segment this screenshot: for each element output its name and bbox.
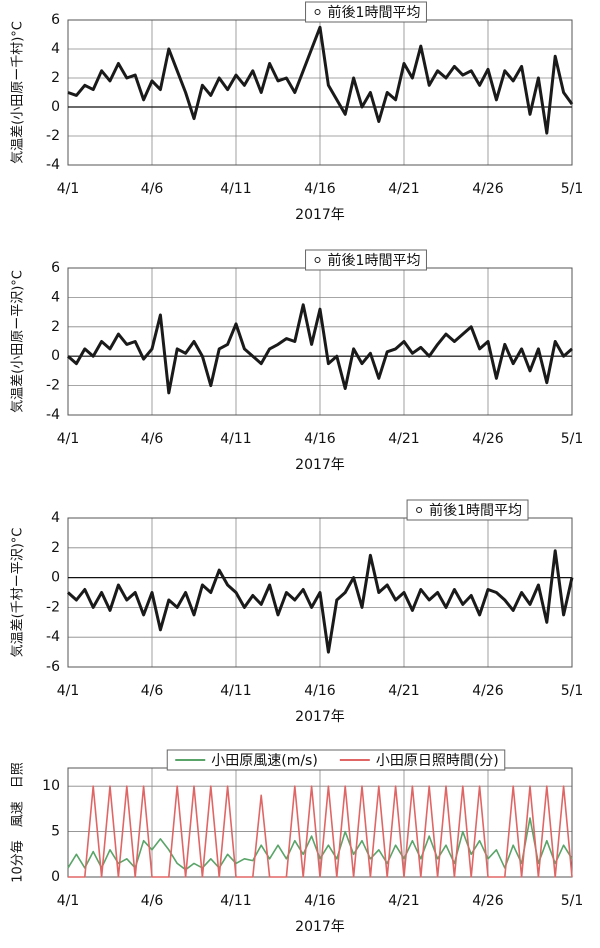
x-tick-label: 4/6 bbox=[141, 893, 164, 909]
series-line bbox=[67, 549, 574, 654]
y-tick-label: 10 bbox=[42, 778, 60, 794]
legend-box bbox=[406, 499, 529, 521]
y-tick-label: -6 bbox=[46, 659, 60, 675]
legend-item: 小田原日照時間(分) bbox=[339, 753, 499, 769]
x-tick-label: 5/1 bbox=[561, 181, 584, 197]
y-tick-label: -2 bbox=[46, 599, 60, 615]
legend-item: 前後1時間平均 bbox=[314, 4, 421, 21]
chart: -6 -4 -2 0 2 4 4/1 4/6 4/11 4/16 4/21 4/26 5/1 2017年 気… bbox=[10, 499, 584, 725]
y-tick-label: 2 bbox=[51, 319, 60, 335]
x-tick-label: 4/16 bbox=[304, 683, 336, 699]
legend-box bbox=[305, 249, 427, 271]
y-tick-label: 6 bbox=[51, 12, 60, 28]
x-axis-title: 2017年 bbox=[295, 709, 345, 725]
chart: -4 -2 0 2 4 6 4/1 4/6 4/11 4/16 4/21 4/26 5/1 2017年 気温… bbox=[10, 249, 584, 473]
x-tick-label: 4/16 bbox=[304, 181, 336, 197]
x-tick-label: 4/1 bbox=[57, 181, 80, 197]
y-tick-label: 0 bbox=[51, 99, 60, 115]
y-tick-label: 4 bbox=[51, 41, 60, 57]
y-tick-label: 0 bbox=[51, 570, 60, 586]
legend-box bbox=[305, 1, 427, 23]
x-tick-label: 5/1 bbox=[561, 893, 584, 909]
legend-marker bbox=[314, 257, 321, 263]
y-tick-label: 2 bbox=[51, 70, 60, 86]
legend: 前後1時間平均 bbox=[406, 499, 529, 521]
y-tick-label: -4 bbox=[46, 407, 60, 423]
x-axis-title: 2017年 bbox=[295, 919, 345, 935]
x-tick-label: 4/21 bbox=[388, 683, 419, 699]
y-tick-label: -2 bbox=[46, 128, 60, 144]
y-tick-label: 6 bbox=[51, 260, 60, 276]
x-tick-label: 4/21 bbox=[388, 181, 419, 197]
x-tick-label: 4/1 bbox=[57, 683, 80, 699]
x-tick-label: 4/11 bbox=[220, 431, 251, 447]
y-axis-title: 10分毎 風速 日照 bbox=[10, 762, 26, 883]
legend-marker bbox=[416, 507, 423, 513]
legend-box bbox=[166, 749, 506, 771]
legend: 前後1時間平均 bbox=[305, 1, 427, 23]
x-tick-label: 4/21 bbox=[388, 893, 419, 909]
x-tick-label: 4/26 bbox=[472, 893, 504, 909]
x-tick-label: 4/26 bbox=[472, 431, 504, 447]
y-axis-title: 気温差(小田原ー千村)°C bbox=[10, 21, 26, 164]
legend: 前後1時間平均 bbox=[305, 249, 427, 271]
legend-label: 前後1時間平均 bbox=[429, 502, 522, 519]
y-tick-label: -4 bbox=[46, 629, 60, 645]
chart: -4 -2 0 2 4 6 4/1 4/6 4/11 4/16 4/21 4/26 5/1 2017年 気温… bbox=[10, 1, 584, 223]
series-line bbox=[67, 25, 574, 135]
x-tick-label: 4/1 bbox=[57, 893, 80, 909]
y-tick-label: 5 bbox=[51, 824, 60, 840]
x-tick-label: 4/16 bbox=[304, 893, 336, 909]
x-tick-label: 4/21 bbox=[388, 431, 419, 447]
legend-label: 小田原風速(m/s) bbox=[211, 753, 318, 769]
y-axis-title: 気温差(小田原ー平沢)°C bbox=[10, 270, 26, 413]
legend-label: 前後1時間平均 bbox=[328, 4, 421, 21]
x-tick-label: 4/26 bbox=[472, 683, 504, 699]
x-axis-title: 2017年 bbox=[295, 457, 345, 473]
x-tick-label: 4/16 bbox=[304, 431, 336, 447]
legend-item: 前後1時間平均 bbox=[314, 252, 421, 269]
x-tick-label: 4/1 bbox=[57, 431, 80, 447]
x-tick-label: 4/6 bbox=[141, 683, 164, 699]
x-tick-label: 5/1 bbox=[561, 431, 584, 447]
y-axis-title: 気温差(千村ー平沢)°C bbox=[10, 528, 26, 658]
y-tick-label: 2 bbox=[51, 540, 60, 556]
x-tick-label: 4/11 bbox=[220, 683, 251, 699]
y-tick-label: -4 bbox=[46, 157, 60, 173]
x-tick-label: 4/11 bbox=[220, 181, 251, 197]
y-tick-label: 4 bbox=[51, 289, 60, 305]
y-tick-label: 4 bbox=[51, 510, 60, 526]
series-line bbox=[68, 785, 573, 878]
series-line bbox=[67, 303, 573, 395]
x-tick-label: 4/6 bbox=[141, 181, 164, 197]
legend-label: 前後1時間平均 bbox=[328, 252, 421, 269]
y-tick-label: 0 bbox=[51, 348, 60, 364]
chart: 0 5 10 4/1 4/6 4/11 4/16 4/21 4/26 5/1 2017年 10分毎 風… bbox=[10, 749, 584, 935]
legend-item: 前後1時間平均 bbox=[416, 502, 522, 519]
legend-label: 小田原日照時間(分) bbox=[376, 753, 499, 769]
legend-marker bbox=[314, 9, 321, 15]
x-tick-label: 4/6 bbox=[141, 431, 164, 447]
series-line bbox=[67, 817, 573, 871]
legend-item: 小田原風速(m/s) bbox=[175, 753, 318, 769]
x-tick-label: 4/11 bbox=[220, 893, 251, 909]
y-tick-label: 0 bbox=[51, 869, 60, 885]
legend: 小田原風速(m/s) 小田原日照時間(分) bbox=[166, 749, 506, 771]
y-tick-label: -2 bbox=[46, 378, 60, 394]
x-tick-label: 4/26 bbox=[472, 181, 504, 197]
x-tick-label: 5/1 bbox=[561, 683, 584, 699]
x-axis-title: 2017年 bbox=[295, 207, 345, 223]
